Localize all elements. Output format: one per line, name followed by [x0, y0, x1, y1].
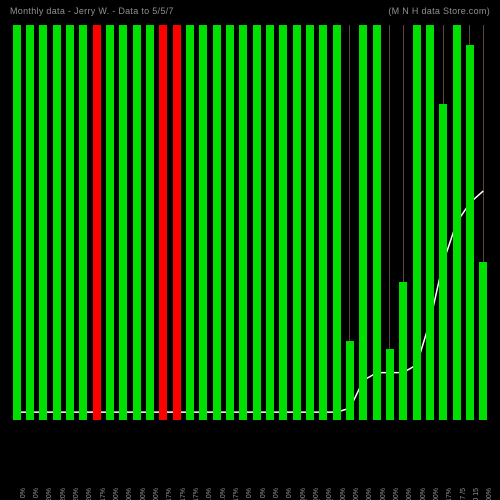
x-label: 0 /0 12 000%: [380, 488, 387, 500]
x-label: 0 /0 1Q M14205E 20%: [46, 488, 53, 500]
x-axis-labels: 0 /0 1 M14166 0% 0 /0 1Q M14205E, 0% 0 /0 …: [10, 420, 490, 500]
x-label: 100 /17%: [180, 488, 187, 500]
x-label: 0 /0 0 6017 Q0%: [326, 488, 333, 500]
x-label: 0 /0 L 100%: [486, 488, 493, 500]
x-label: 0 /0 0 574 00%: [353, 488, 360, 500]
x-label: 0 /0 L 2405 H.0 0%: [286, 488, 293, 500]
x-label: 0 /0 1Q M14205E 20%: [60, 488, 67, 500]
x-label: 100 /17%: [166, 488, 173, 500]
x-label: 0 /0 59 1 00%: [366, 488, 373, 500]
plot-area: [10, 25, 490, 420]
stock-chart: Monthly data - Jerry W. - Data to 5/5/7 …: [0, 0, 500, 500]
x-label: 0 /0 296 0 Q 00%: [420, 488, 427, 500]
x-label: 0 /0 1Q M14205E 20%: [86, 488, 93, 500]
x-label: 0 /0 15: [473, 488, 480, 500]
x-label: 0 /0 C17 2734 00%: [153, 488, 160, 500]
x-label: 0 /0 1 1 00%: [393, 488, 400, 500]
x-label: 0 /0 1Q M14205E 20%: [73, 488, 80, 500]
x-label: 0 /0 17 C224 H.14.0%: [220, 488, 227, 500]
x-label: 0 / 220 1 Q 00%: [433, 488, 440, 500]
x-label: 0 /0 0 0124 H.14.17%: [233, 488, 240, 500]
x-label: 0 /0 L Q 0717 H.0 0%: [273, 488, 280, 500]
x-label: 0 /0 0 574 00%: [340, 488, 347, 500]
chart-title-left: Monthly data - Jerry W. - Data to 5/5/7: [10, 6, 174, 16]
x-label: 0 /0 J 170 H5 Q0%: [313, 488, 320, 500]
x-label: 0 /0 L Q 0717 H.0 0%: [246, 488, 253, 500]
x-label: 0 /0 1Q M14205E, 0%: [33, 488, 40, 500]
x-label: 0 /0 L Q 0717 H.0 0%: [260, 488, 267, 500]
x-label: 0 /0 L 2417 H5 Q0%: [300, 488, 307, 500]
x-label: 0 /0 17 C224 H.14.0%: [206, 488, 213, 500]
x-label: 100 /17%: [100, 488, 107, 500]
x-label: 0 /0 C17 2734 00%: [113, 488, 120, 500]
x-label: 107 /5: [460, 488, 467, 500]
x-label: 0 /0 C1 2734 00%: [126, 488, 133, 500]
x-label: 0 /0 17 C226 H.17%: [193, 488, 200, 500]
x-label: 0 /0 C17 2734 00%: [140, 488, 147, 500]
x-label: 0 /0 296 0 00%: [406, 488, 413, 500]
x-label: 0 /0 1 M14166 0%: [20, 488, 27, 500]
x-label: 106 /17%: [446, 488, 453, 500]
chart-title-right: (M N H data Store.com): [388, 6, 490, 16]
